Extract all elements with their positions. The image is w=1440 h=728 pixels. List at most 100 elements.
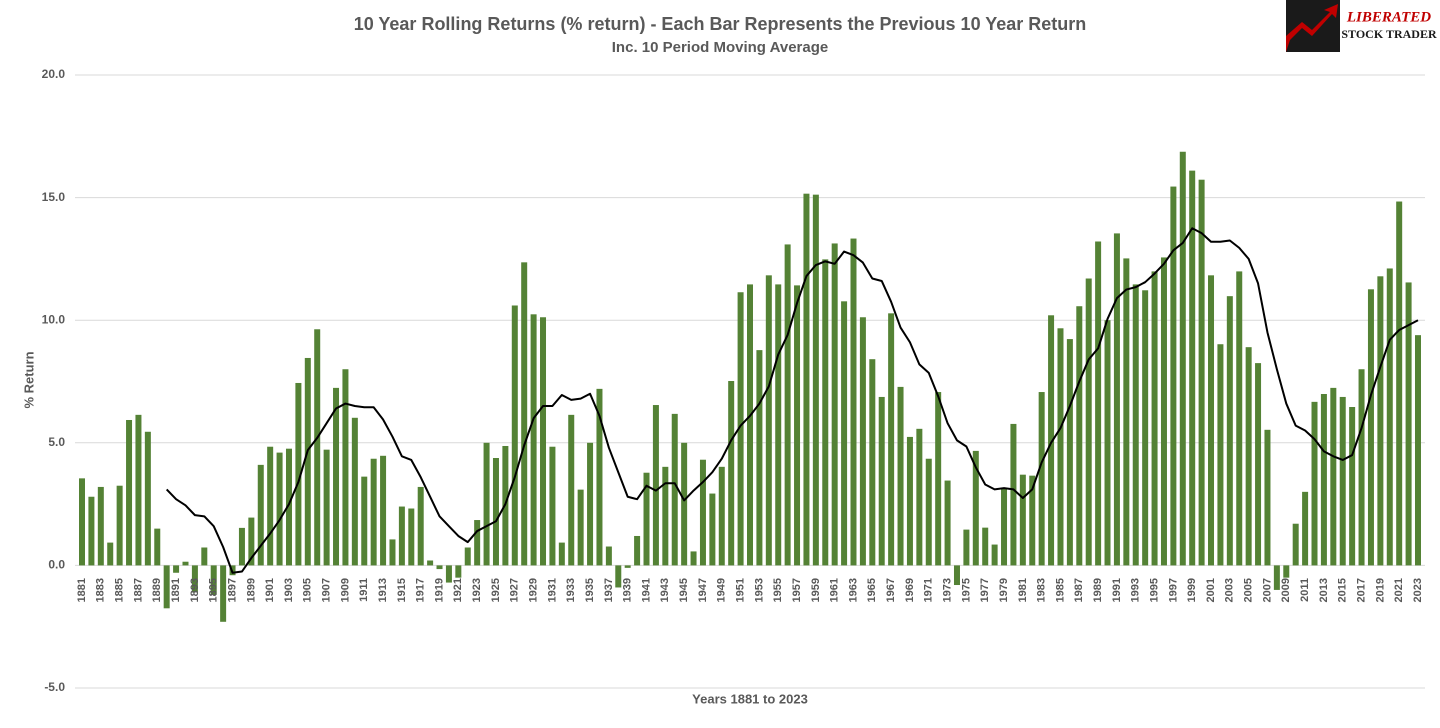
bar [417, 486, 424, 566]
bar [1283, 565, 1290, 578]
bar [1386, 268, 1393, 566]
logo: LIBERATED STOCK TRADER [1286, 0, 1437, 52]
x-tick-label: 1973 [941, 578, 953, 602]
bar [765, 275, 772, 566]
bar [1104, 320, 1111, 566]
x-tick-label: 1987 [1073, 578, 1085, 602]
bar [144, 431, 151, 566]
x-tick-label: 2005 [1243, 578, 1255, 602]
bar [276, 452, 283, 566]
bar [850, 238, 857, 566]
x-tick-label: 1919 [433, 578, 445, 602]
bar [408, 508, 415, 566]
moving-average-line [165, 227, 1419, 574]
bar [953, 565, 960, 586]
bar [690, 551, 697, 566]
y-tick-label: 20.0 [42, 67, 66, 81]
bar [389, 539, 396, 566]
bar [972, 450, 979, 566]
x-tick-label: 1961 [829, 578, 841, 602]
bar [521, 262, 528, 566]
bar [935, 392, 942, 566]
bar [615, 565, 622, 588]
bar [1057, 328, 1064, 566]
x-tick-label: 1965 [866, 578, 878, 602]
bar [295, 382, 302, 566]
x-tick-label: 1981 [1017, 578, 1029, 602]
bar [1010, 423, 1017, 566]
bar [182, 561, 189, 566]
bar [728, 381, 735, 566]
bar [1189, 170, 1196, 566]
x-tick-label: 1975 [960, 578, 972, 602]
bar [558, 542, 565, 566]
bar [1085, 278, 1092, 566]
bar [662, 466, 669, 566]
bar [483, 442, 490, 566]
x-tick-label: 2007 [1261, 578, 1273, 602]
y-tick-label: 5.0 [48, 435, 65, 449]
bar [1415, 335, 1421, 566]
x-tick-label: 1991 [1111, 578, 1123, 602]
bar [549, 446, 556, 566]
bar [492, 458, 499, 566]
bar [210, 565, 217, 595]
bar [1076, 306, 1083, 566]
bar [540, 317, 547, 566]
bar [803, 193, 810, 566]
x-tick-label: 2011 [1299, 578, 1311, 602]
x-tick-label: 1925 [490, 578, 502, 602]
bar [398, 506, 405, 566]
x-axis-label: Years 1881 to 2023 [692, 691, 808, 706]
bar [370, 458, 377, 566]
bar [436, 565, 443, 570]
logo-arrow [1286, 4, 1338, 52]
x-tick-label: 1967 [885, 578, 897, 602]
bar [794, 285, 801, 566]
x-tick-label: 1969 [904, 578, 916, 602]
bar [1358, 369, 1365, 566]
bar [1123, 258, 1130, 566]
x-tick-label: 1931 [546, 578, 558, 602]
x-tick-label: 1993 [1130, 578, 1142, 602]
bar [841, 301, 848, 566]
bar [1198, 179, 1205, 566]
bar [257, 464, 264, 566]
bar [1160, 257, 1167, 566]
bar [1170, 186, 1177, 566]
bar [1320, 394, 1327, 566]
x-tick-label: 1953 [753, 578, 765, 602]
x-tick-label: 1999 [1186, 578, 1198, 602]
x-tick-label: 2017 [1355, 578, 1367, 602]
bar [1236, 271, 1243, 566]
bar [643, 472, 650, 566]
bar [568, 414, 575, 566]
bar [220, 565, 227, 622]
x-tick-label: 2013 [1318, 578, 1330, 602]
bar [248, 517, 255, 566]
bar [530, 314, 537, 566]
x-tick-label: 1979 [998, 578, 1010, 602]
x-tick-label: 1941 [640, 578, 652, 602]
bar [455, 565, 462, 578]
bar [925, 458, 932, 566]
x-tick-label: 1921 [452, 578, 464, 602]
bar [587, 442, 594, 566]
x-tick-label: 1895 [208, 578, 220, 602]
bar [1245, 347, 1252, 566]
x-tick-label: 1935 [584, 578, 596, 602]
bar [991, 544, 998, 566]
bar [1339, 396, 1346, 566]
bar [1038, 392, 1045, 566]
bar [1048, 315, 1055, 566]
x-tick-label: 1983 [1036, 578, 1048, 602]
bar [1377, 276, 1384, 566]
bar [624, 565, 631, 568]
y-tick-label: -5.0 [44, 680, 65, 694]
x-tick-label: 1989 [1092, 578, 1104, 602]
x-tick-label: 1943 [659, 578, 671, 602]
bar [1001, 487, 1008, 566]
x-tick-label: 2021 [1393, 578, 1405, 602]
bar [671, 413, 678, 566]
x-tick-label: 1917 [415, 578, 427, 602]
